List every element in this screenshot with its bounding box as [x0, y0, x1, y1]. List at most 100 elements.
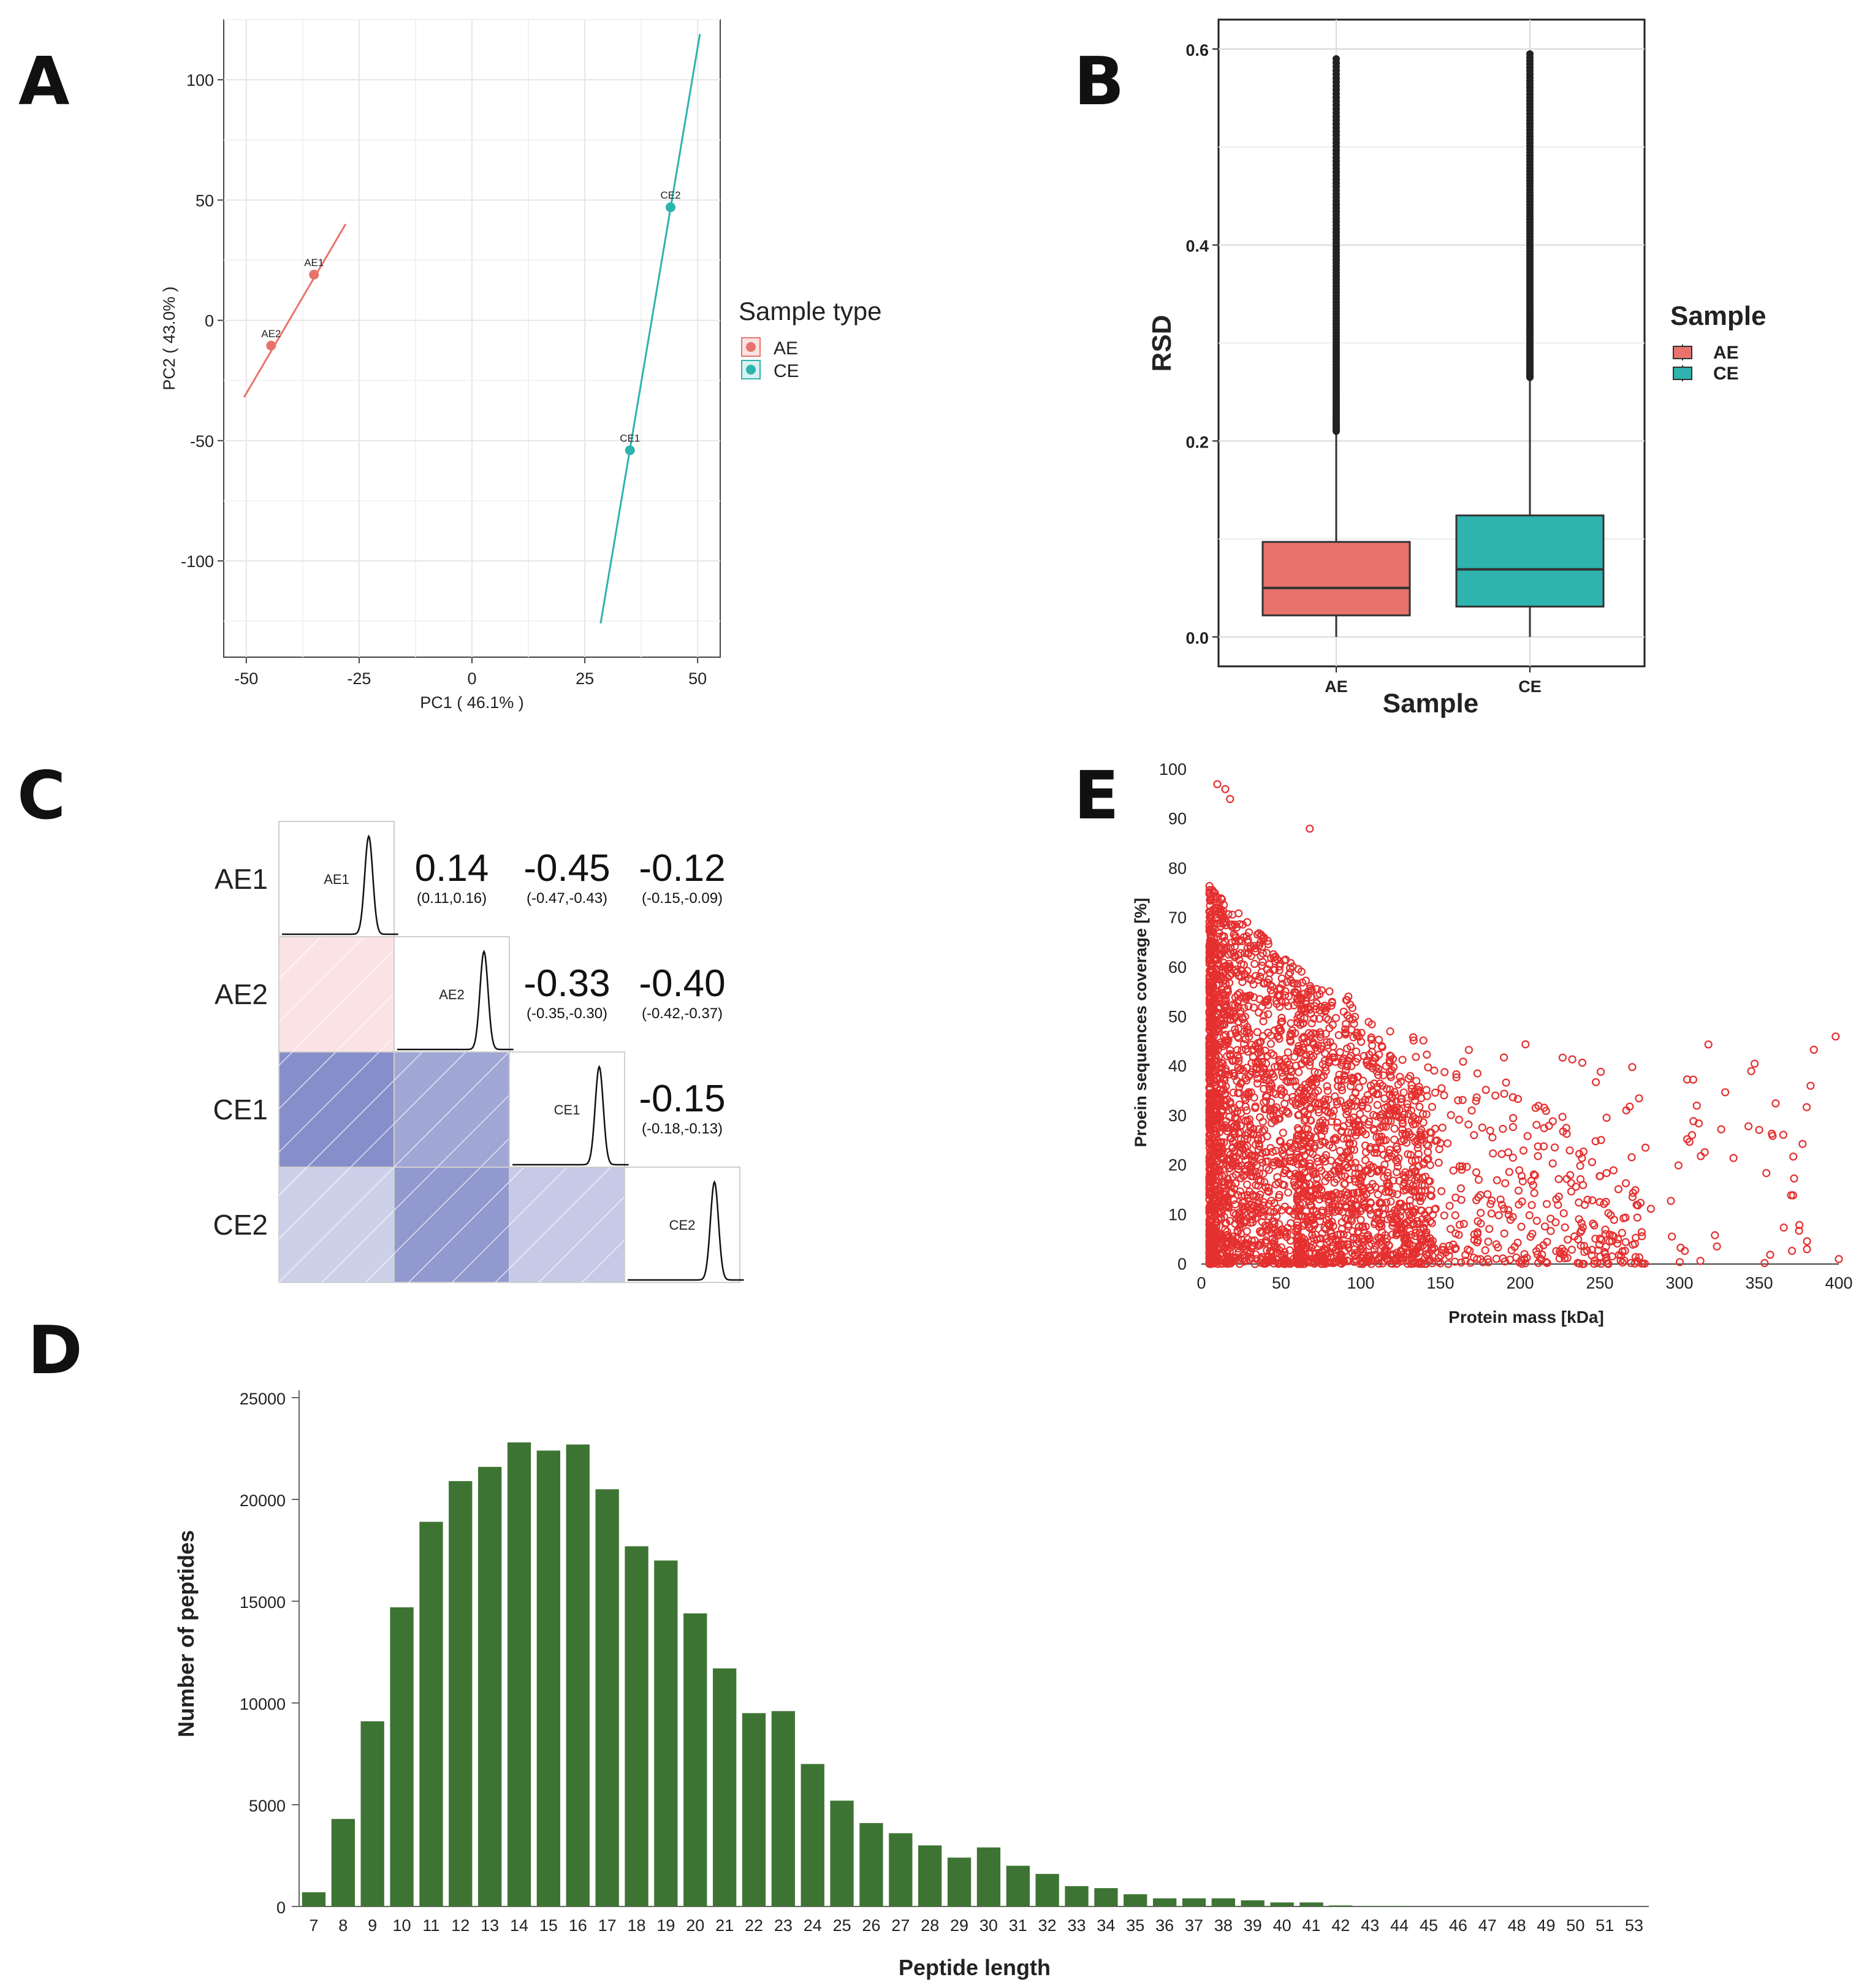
coverage-point [1559, 1209, 1568, 1217]
pca-y-axis-label: PC2 ( 43.0% ) [160, 286, 178, 390]
coverage-point [1298, 1084, 1306, 1092]
coverage-point [1393, 1143, 1401, 1151]
coverage-point [1499, 1205, 1508, 1213]
coverage-point [1325, 1259, 1334, 1267]
coverage-point [1219, 1074, 1228, 1083]
coverage-point [1205, 1007, 1214, 1016]
peptide-x-tick-label: 43 [1361, 1916, 1379, 1935]
coverage-point [1601, 1225, 1610, 1234]
corr-diagonal-cell [278, 821, 395, 937]
coverage-point [1467, 1106, 1476, 1115]
coverage-point [1459, 1219, 1468, 1228]
coverage-point [1216, 944, 1225, 953]
coverage-point [1269, 950, 1278, 959]
peptide-bar [1182, 1898, 1206, 1906]
coverage-point [1423, 1050, 1431, 1059]
coverage-point [1798, 1140, 1807, 1148]
coverage-point [1685, 1138, 1694, 1146]
coverage-point [1205, 1229, 1214, 1238]
coverage-point [1579, 1181, 1588, 1189]
coverage-point [1240, 1171, 1249, 1179]
coverage-point [1351, 1169, 1360, 1178]
rsd-y-tick-label: 0.4 [1185, 237, 1209, 256]
peptide-bar [1241, 1900, 1265, 1906]
corr-diagonal-label: CE1 [554, 1102, 580, 1118]
coverage-point [1700, 1148, 1709, 1157]
coverage-point [1205, 1165, 1214, 1174]
coverage-point [1310, 1144, 1318, 1152]
coverage-point [1439, 1246, 1448, 1254]
coverage-point [1481, 1246, 1489, 1255]
coverage-point [1358, 1098, 1367, 1106]
coverage-point [1362, 1254, 1371, 1263]
coverage-point [1486, 1126, 1494, 1135]
coverage-point [1312, 1174, 1321, 1183]
coverage-point [1494, 1243, 1502, 1252]
coverage-point [1208, 1240, 1217, 1249]
coverage-point [1609, 1166, 1618, 1175]
coverage-point [1803, 1245, 1811, 1254]
coverage-point [1779, 1223, 1788, 1232]
coverage-point [1213, 893, 1222, 902]
coverage-point [1472, 1168, 1481, 1177]
peptide-bar [1035, 1873, 1059, 1906]
coverage-point [1297, 1060, 1306, 1068]
coverage-point [1215, 1004, 1224, 1012]
coverage-point [1278, 1251, 1287, 1260]
coverage-point [1795, 1227, 1803, 1235]
coverage-point [1280, 1157, 1289, 1167]
coverage-point [1247, 951, 1255, 961]
coverage-point [1241, 1012, 1250, 1021]
coverage-point [1500, 1089, 1508, 1098]
coverage-point [1219, 968, 1227, 977]
coverage-point [1224, 1036, 1233, 1045]
coverage-point [1402, 1218, 1411, 1227]
coverage-point [1486, 1200, 1495, 1208]
corr-density-curve [282, 834, 398, 935]
coverage-point [1286, 1171, 1295, 1179]
pca-x-axis-label: PC1 ( 46.1% ) [420, 693, 524, 712]
coverage-point [1274, 1032, 1283, 1040]
coverage-point [1372, 1133, 1381, 1141]
pca-point-label: CE2 [660, 189, 680, 201]
coverage-point [1259, 1017, 1268, 1026]
coverage-point [1575, 1215, 1583, 1224]
coverage-point [1419, 1118, 1428, 1127]
corr-diagonal-cell [394, 936, 510, 1053]
coverage-point [1211, 1127, 1219, 1136]
coverage-point [1262, 1059, 1271, 1068]
coverage-point [1231, 1029, 1240, 1037]
coverage-point [1234, 1024, 1243, 1033]
coverage-point [1386, 1197, 1395, 1206]
coverage-point [1626, 1102, 1634, 1111]
coverage-point [1478, 1258, 1487, 1266]
coverage-point [1379, 1151, 1388, 1159]
coverage-point [1215, 898, 1224, 907]
coverage-point [1277, 1013, 1286, 1023]
coverage-point [1225, 963, 1234, 972]
coverage-point [1221, 1067, 1230, 1076]
coverage-point [1231, 1025, 1239, 1034]
coverage-point [1263, 1051, 1272, 1061]
coverage-point [1309, 1167, 1317, 1175]
coverage-point [1294, 1186, 1303, 1195]
pca-legend-dot-ae [746, 342, 756, 352]
coverage-point [1253, 1079, 1262, 1088]
coverage-point [1343, 1061, 1352, 1069]
coverage-point [1618, 1247, 1627, 1255]
coverage-point [1348, 1004, 1356, 1012]
coverage-point [1578, 1223, 1587, 1232]
coverage-point [1210, 1211, 1219, 1219]
coverage-point [1306, 981, 1314, 991]
coverage-point [1415, 1102, 1424, 1111]
coverage-point [1416, 1132, 1424, 1141]
coverage-point [1580, 1200, 1589, 1209]
coverage-point [1306, 1095, 1315, 1105]
coverage-point [1217, 1017, 1226, 1026]
coverage-point [1456, 1184, 1465, 1193]
coverage-point [1309, 1014, 1318, 1023]
coverage-point [1374, 1071, 1383, 1080]
coverage-point [1205, 1108, 1214, 1117]
coverage-point [1234, 909, 1243, 918]
coverage-point [1296, 1204, 1304, 1213]
